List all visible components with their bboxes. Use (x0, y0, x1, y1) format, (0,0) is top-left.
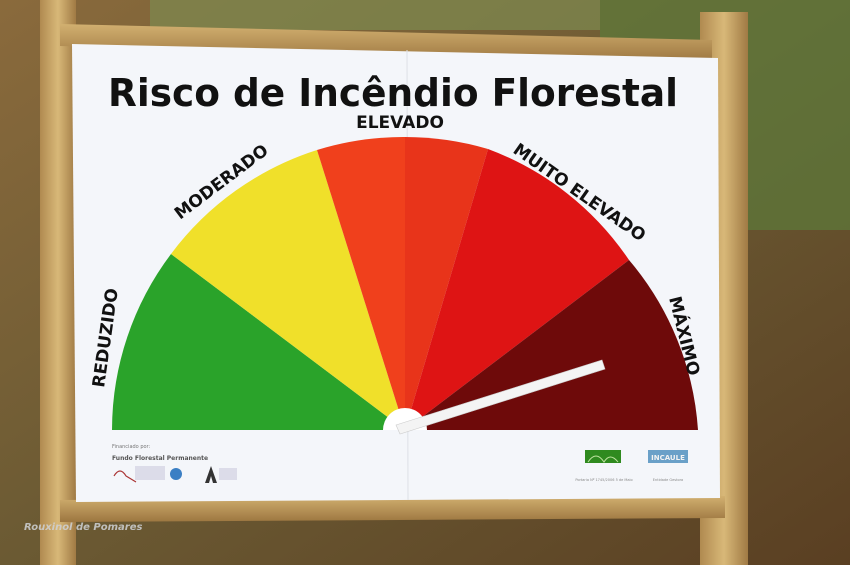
segment-reduzido (112, 254, 405, 430)
incaule-text: INCAULE (651, 454, 685, 462)
beam-bottom (60, 496, 725, 522)
hillside (150, 0, 600, 30)
segment-muito-elevado (405, 149, 629, 430)
segment-maximo (405, 260, 698, 430)
footer-entidade: Entidade Gestora (653, 478, 683, 482)
ministry-logo (113, 470, 137, 483)
beam-top (60, 24, 712, 62)
post-left (40, 0, 76, 565)
program-logo (585, 450, 621, 463)
footer-portaria: Portaria Nº 1745/2006 5 de Maio (575, 478, 632, 482)
fund-name: Fundo Florestal Permanente (112, 455, 208, 462)
risk-gauge (112, 136, 698, 435)
segment-elevado (317, 136, 405, 430)
sign-title: Risco de Incêndio Florestal (108, 71, 678, 115)
label-elevado: ELEVADO (356, 113, 444, 133)
agency-logo (170, 468, 182, 480)
segment-elevado-b (405, 137, 488, 430)
segment-moderado (171, 150, 405, 430)
incaule-logo (648, 450, 688, 463)
watermark: Rouxinol de Pomares (24, 522, 142, 533)
sponsor-logos (113, 466, 237, 483)
afn-logo (205, 466, 217, 483)
gauge-needle (395, 359, 606, 435)
funded-by-label: Financiado por: (112, 444, 151, 450)
